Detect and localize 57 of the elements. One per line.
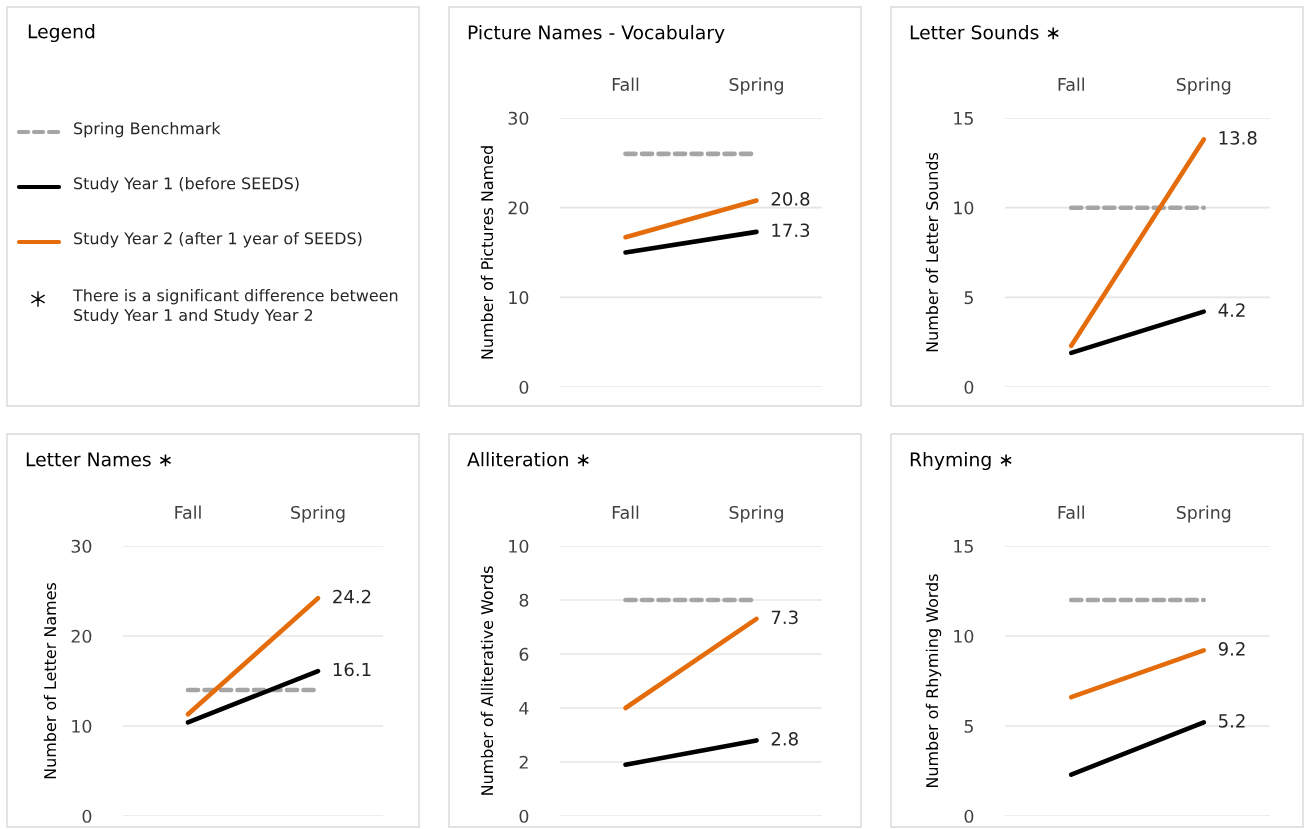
y-axis-title: Number of Pictures Named — [480, 146, 494, 359]
legend-label: Study Year 1 (before SEEDS) — [74, 177, 299, 193]
y-tick-label: 15 — [954, 111, 973, 125]
data-label: 9.2 — [1218, 641, 1245, 656]
y-tick-label: 10 — [72, 719, 92, 733]
chart-title: Letter Names ∗ — [26, 452, 171, 467]
chart-title: Alliteration ∗ — [467, 451, 589, 467]
y-tick-label: 0 — [82, 809, 92, 823]
y-axis-title: Number of Rhyming Words — [925, 574, 942, 787]
y-tick-label: 0 — [964, 380, 974, 394]
y-tick-label: 8 — [519, 593, 529, 607]
data-label: 5.2 — [1219, 713, 1245, 728]
x-tick-label: Fall — [612, 505, 639, 520]
data-label: 24.2 — [333, 589, 371, 604]
y-tick-label: 20 — [71, 629, 92, 643]
data-label: 4.2 — [1218, 303, 1245, 317]
y-tick-label: 4 — [519, 701, 529, 715]
x-tick-label: Spring — [1176, 77, 1231, 95]
chart-title: Letter Sounds ∗ — [910, 24, 1059, 40]
text: Legend — [28, 23, 95, 43]
x-tick-label: Fall — [1058, 77, 1084, 92]
x-tick-label: Spring — [1176, 505, 1231, 523]
y-tick-label: 15 — [954, 539, 973, 553]
x-tick-label: Spring — [291, 505, 345, 523]
y-tick-label: 10 — [509, 539, 529, 553]
y-tick-label: 10 — [954, 629, 974, 643]
data-label: 17.3 — [772, 223, 810, 238]
chart-title: Rhyming ∗ — [910, 451, 1012, 471]
data-label: 13.8 — [1219, 131, 1257, 145]
data-label: 7.3 — [771, 610, 798, 625]
data-label: 2.8 — [771, 731, 798, 746]
y-tick-label: 5 — [964, 719, 973, 733]
y-tick-label: 20 — [508, 201, 529, 215]
y-axis-title: Number of Letter Sounds — [925, 152, 939, 352]
x-tick-label: Spring — [729, 77, 783, 95]
chart-title: Picture Names - Vocabulary — [468, 24, 725, 44]
legend-label: Study Year 2 (after 1 year of SEEDS) — [74, 232, 362, 248]
y-tick-label: 6 — [519, 647, 529, 661]
y-tick-label: 30 — [508, 111, 529, 125]
y-tick-label: 0 — [519, 809, 529, 823]
legend-label: Spring Benchmark — [74, 122, 221, 138]
y-axis-title: Number of Letter Names — [43, 582, 57, 779]
x-tick-label: Fall — [175, 505, 201, 520]
y-tick-label: 2 — [519, 755, 528, 769]
y-tick-label: 5 — [964, 291, 973, 305]
data-label: 20.8 — [771, 192, 810, 206]
y-tick-label: 10 — [509, 291, 529, 305]
y-tick-label: 0 — [964, 809, 974, 823]
y-tick-label: 10 — [954, 201, 974, 215]
y-tick-label: 0 — [519, 380, 529, 394]
x-tick-label: Spring — [729, 505, 783, 523]
x-tick-label: Fall — [1058, 505, 1084, 520]
legend-label: There is a significant difference between Study Year 1 and Study Year 2 — [72, 289, 398, 325]
y-tick-label: 30 — [71, 539, 92, 553]
data-label: 16.1 — [333, 662, 371, 677]
x-tick-label: Fall — [612, 77, 639, 92]
y-axis-title: Number of Alliterative Words — [480, 566, 494, 795]
